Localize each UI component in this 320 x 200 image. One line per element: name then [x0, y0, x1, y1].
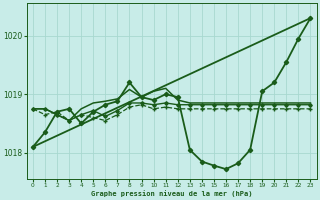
X-axis label: Graphe pression niveau de la mer (hPa): Graphe pression niveau de la mer (hPa) [91, 190, 252, 197]
